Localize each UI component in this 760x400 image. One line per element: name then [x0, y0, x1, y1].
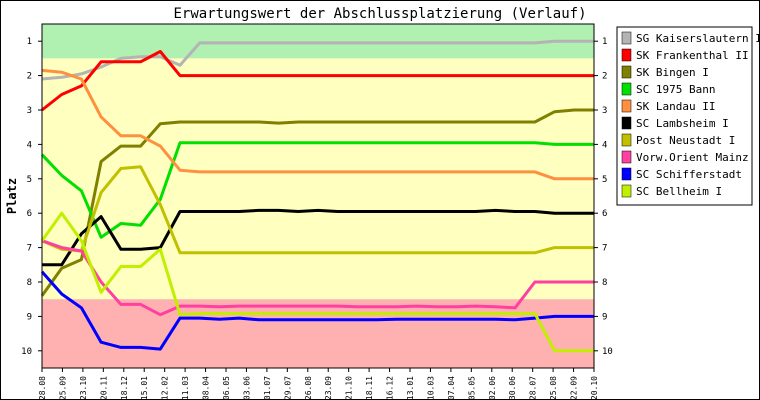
x-tick-label: 20.11 — [99, 376, 108, 400]
x-tick-label: 23.09 — [324, 376, 333, 400]
legend-label: SK Landau II — [636, 100, 715, 113]
y-tick-label-right: 1 — [602, 37, 607, 47]
series-line-5 — [42, 208, 594, 267]
x-tick-label: 20.10 — [590, 376, 599, 400]
y-tick-label-right: 7 — [602, 244, 607, 254]
x-tick-label: 28.07 — [529, 376, 538, 400]
zone-promotion — [42, 24, 594, 59]
x-tick-label: 11.03 — [181, 376, 190, 400]
x-tick-label: 18.11 — [365, 376, 374, 400]
series-line-7 — [41, 239, 594, 317]
y-ticks-layer: 1 1 2 2 3 3 4 4 5 5 6 6 7 7 8 8 9 9 10 10 — [21, 37, 613, 357]
x-tick-label: 06.05 — [222, 376, 231, 400]
legend-label: SC 1975 Bann — [636, 83, 715, 96]
legend-label: SC Lambsheim I — [636, 117, 729, 130]
series-line-0 — [41, 39, 594, 81]
legend-swatch — [621, 31, 632, 45]
y-tick-label-right: 9 — [602, 312, 607, 322]
legend-swatch — [621, 82, 632, 96]
x-tick-label: 05.05 — [467, 376, 476, 400]
y-tick-label-right: 2 — [602, 72, 607, 82]
series-line-6 — [41, 165, 594, 255]
legend-label: SK Frankenthal II — [636, 49, 749, 62]
series-line-2 — [40, 108, 594, 297]
y-tick-label-left: 1 — [27, 37, 32, 47]
x-tick-label: 23.10 — [79, 376, 88, 400]
chart-title: Erwartungswert der Abschlussplatzierung … — [173, 6, 586, 22]
legend-box — [616, 26, 753, 206]
y-tick-label-left: 8 — [27, 278, 32, 288]
x-tick-label: 01.07 — [263, 376, 272, 400]
y-tick-label-right: 8 — [602, 278, 607, 288]
x-tick-label: 18.12 — [120, 376, 129, 400]
legend-swatch — [621, 150, 632, 164]
series-lines-layer — [40, 39, 594, 353]
y-tick-label-left: 4 — [27, 140, 32, 150]
zone-middle — [42, 58, 594, 300]
x-tick-label: 26.08 — [304, 376, 313, 400]
y-tick-label-left: 2 — [27, 72, 32, 82]
x-tick-label: 12.02 — [161, 376, 170, 400]
x-tick-label: 08.04 — [202, 376, 211, 400]
y-tick-label-right: 3 — [602, 106, 607, 116]
x-tick-label: 29.07 — [283, 376, 292, 400]
y-tick-label-left: 6 — [27, 209, 32, 219]
legend-swatch — [621, 48, 632, 62]
x-tick-label: 22.09 — [570, 376, 579, 400]
y-tick-label-right: 5 — [602, 175, 607, 185]
x-tick-label: 10.03 — [426, 376, 435, 400]
legend-swatch — [621, 99, 632, 113]
series-line-8 — [40, 270, 594, 351]
x-tick-label: 03.06 — [242, 376, 251, 400]
x-tick-label: 13.01 — [406, 376, 415, 400]
y-axis-label: Platz — [5, 178, 19, 214]
legend-label: SC Bellheim I — [636, 185, 722, 198]
legend-label: SG Kaiserslautern I — [636, 32, 760, 45]
y-tick-label-right: 10 — [602, 347, 613, 357]
x-tick-label: 02.06 — [488, 376, 497, 400]
legend-swatch — [621, 65, 632, 79]
legend-swatch — [621, 167, 632, 181]
series-line-9 — [40, 211, 594, 353]
x-tick-label: 07.04 — [447, 376, 456, 400]
x-ticks-layer: 28.08 25.09 23.10 20.11 18.12 15.01 12.02 11.03… — [38, 368, 599, 400]
x-tick-label: 15.01 — [140, 376, 149, 400]
zones-layer — [42, 24, 594, 368]
y-tick-label-left: 5 — [27, 175, 32, 185]
legend-swatch — [621, 133, 632, 147]
zone-relegation — [42, 299, 594, 368]
y-tick-label-left: 3 — [27, 106, 32, 116]
y-tick-label-left: 9 — [27, 312, 32, 322]
x-tick-label: 16.12 — [386, 376, 395, 400]
legend-swatch — [621, 184, 632, 198]
x-tick-label: 21.10 — [345, 376, 354, 400]
y-tick-label-left: 7 — [27, 244, 32, 254]
series-line-3 — [40, 141, 594, 239]
x-tick-label: 30.06 — [508, 376, 517, 400]
legend-swatch — [621, 116, 632, 130]
legend: SG Kaiserslautern I SK Frankenthal II SK B… — [616, 26, 760, 206]
legend-label: Vorw.Orient Mainz — [636, 151, 749, 164]
y-tick-label-right: 6 — [602, 209, 607, 219]
series-line-1 — [41, 50, 594, 112]
x-tick-label: 28.08 — [38, 376, 47, 400]
y-tick-label-right: 4 — [602, 140, 607, 150]
series-line-4 — [41, 68, 594, 181]
legend-label: SC Schifferstadt — [636, 168, 742, 181]
plot-border — [41, 23, 595, 369]
legend-label: Post Neustadt I — [636, 134, 735, 147]
y-tick-label-left: 10 — [21, 347, 32, 357]
legend-label: SK Bingen I — [636, 66, 709, 79]
x-tick-label: 25.08 — [549, 376, 558, 400]
x-tick-label: 25.09 — [58, 376, 67, 400]
